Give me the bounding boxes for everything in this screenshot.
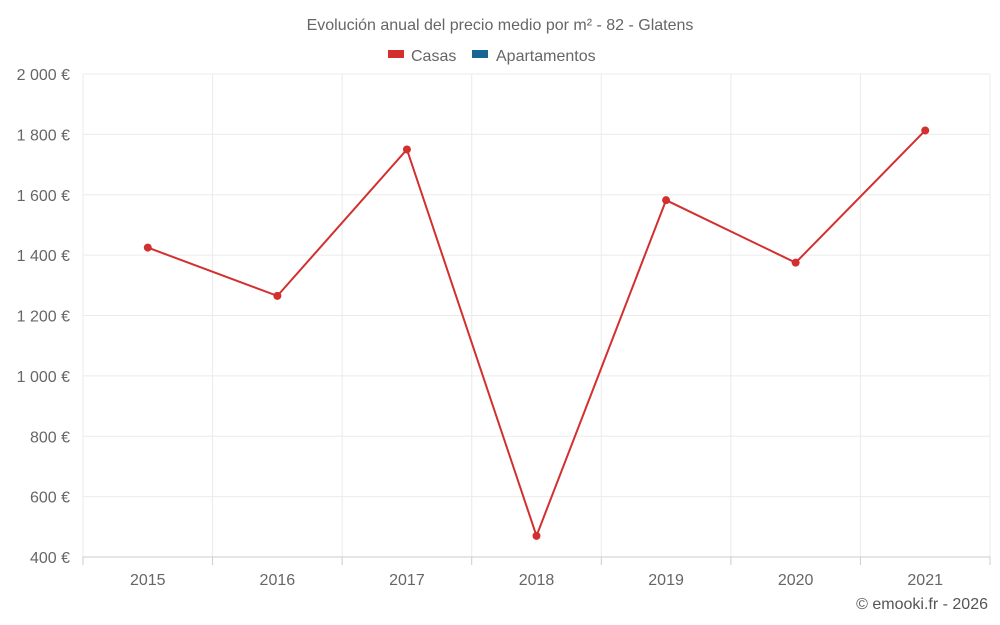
y-tick-label: 1 800 € [17,127,70,144]
x-tick-label: 2019 [648,572,684,589]
x-tick-label: 2018 [519,572,555,589]
series [143,126,930,540]
y-tick-label: 1 000 € [17,369,70,386]
legend-swatch-casas [388,50,404,58]
x-tick-label: 2020 [778,572,814,589]
y-tick-label: 800 € [30,429,70,446]
legend-label-apartamentos: Apartamentos [496,48,596,65]
series-line-casas [147,129,926,539]
data-point-casas[interactable] [662,196,671,205]
y-tick-label: 400 € [30,550,70,567]
data-point-casas[interactable] [143,243,152,252]
legend-swatch-apartamentos [472,50,488,58]
y-tick-label: 600 € [30,490,70,507]
x-tick-label: 2021 [907,572,943,589]
legend-label-casas: Casas [411,48,456,65]
credit-text: © emooki.fr - 2026 [856,596,988,613]
data-point-casas[interactable] [921,126,930,135]
y-tick-label: 2 000 € [17,67,70,84]
legend-item-apartamentos[interactable]: Apartamentos [472,48,596,65]
y-tick-label: 1 600 € [17,188,70,205]
chart-title: Evolución anual del precio medio por m² … [307,17,694,34]
y-tick-label: 1 200 € [17,309,70,326]
axes: 2 000 € 1 800 € 1 600 € 1 400 € 1 200 € 1 000… [17,67,991,589]
data-point-casas[interactable] [273,291,282,300]
data-point-casas[interactable] [791,258,800,267]
legend-item-casas[interactable]: Casas [388,48,456,65]
y-tick-label: 1 400 € [17,248,70,265]
x-tick-label: 2016 [260,572,296,589]
x-tick-label: 2017 [389,572,425,589]
grid [82,73,991,557]
x-tick-label: 2015 [130,572,166,589]
legend: Casas Apartamentos [388,48,596,65]
data-point-casas[interactable] [402,145,411,154]
data-point-casas[interactable] [532,531,541,540]
